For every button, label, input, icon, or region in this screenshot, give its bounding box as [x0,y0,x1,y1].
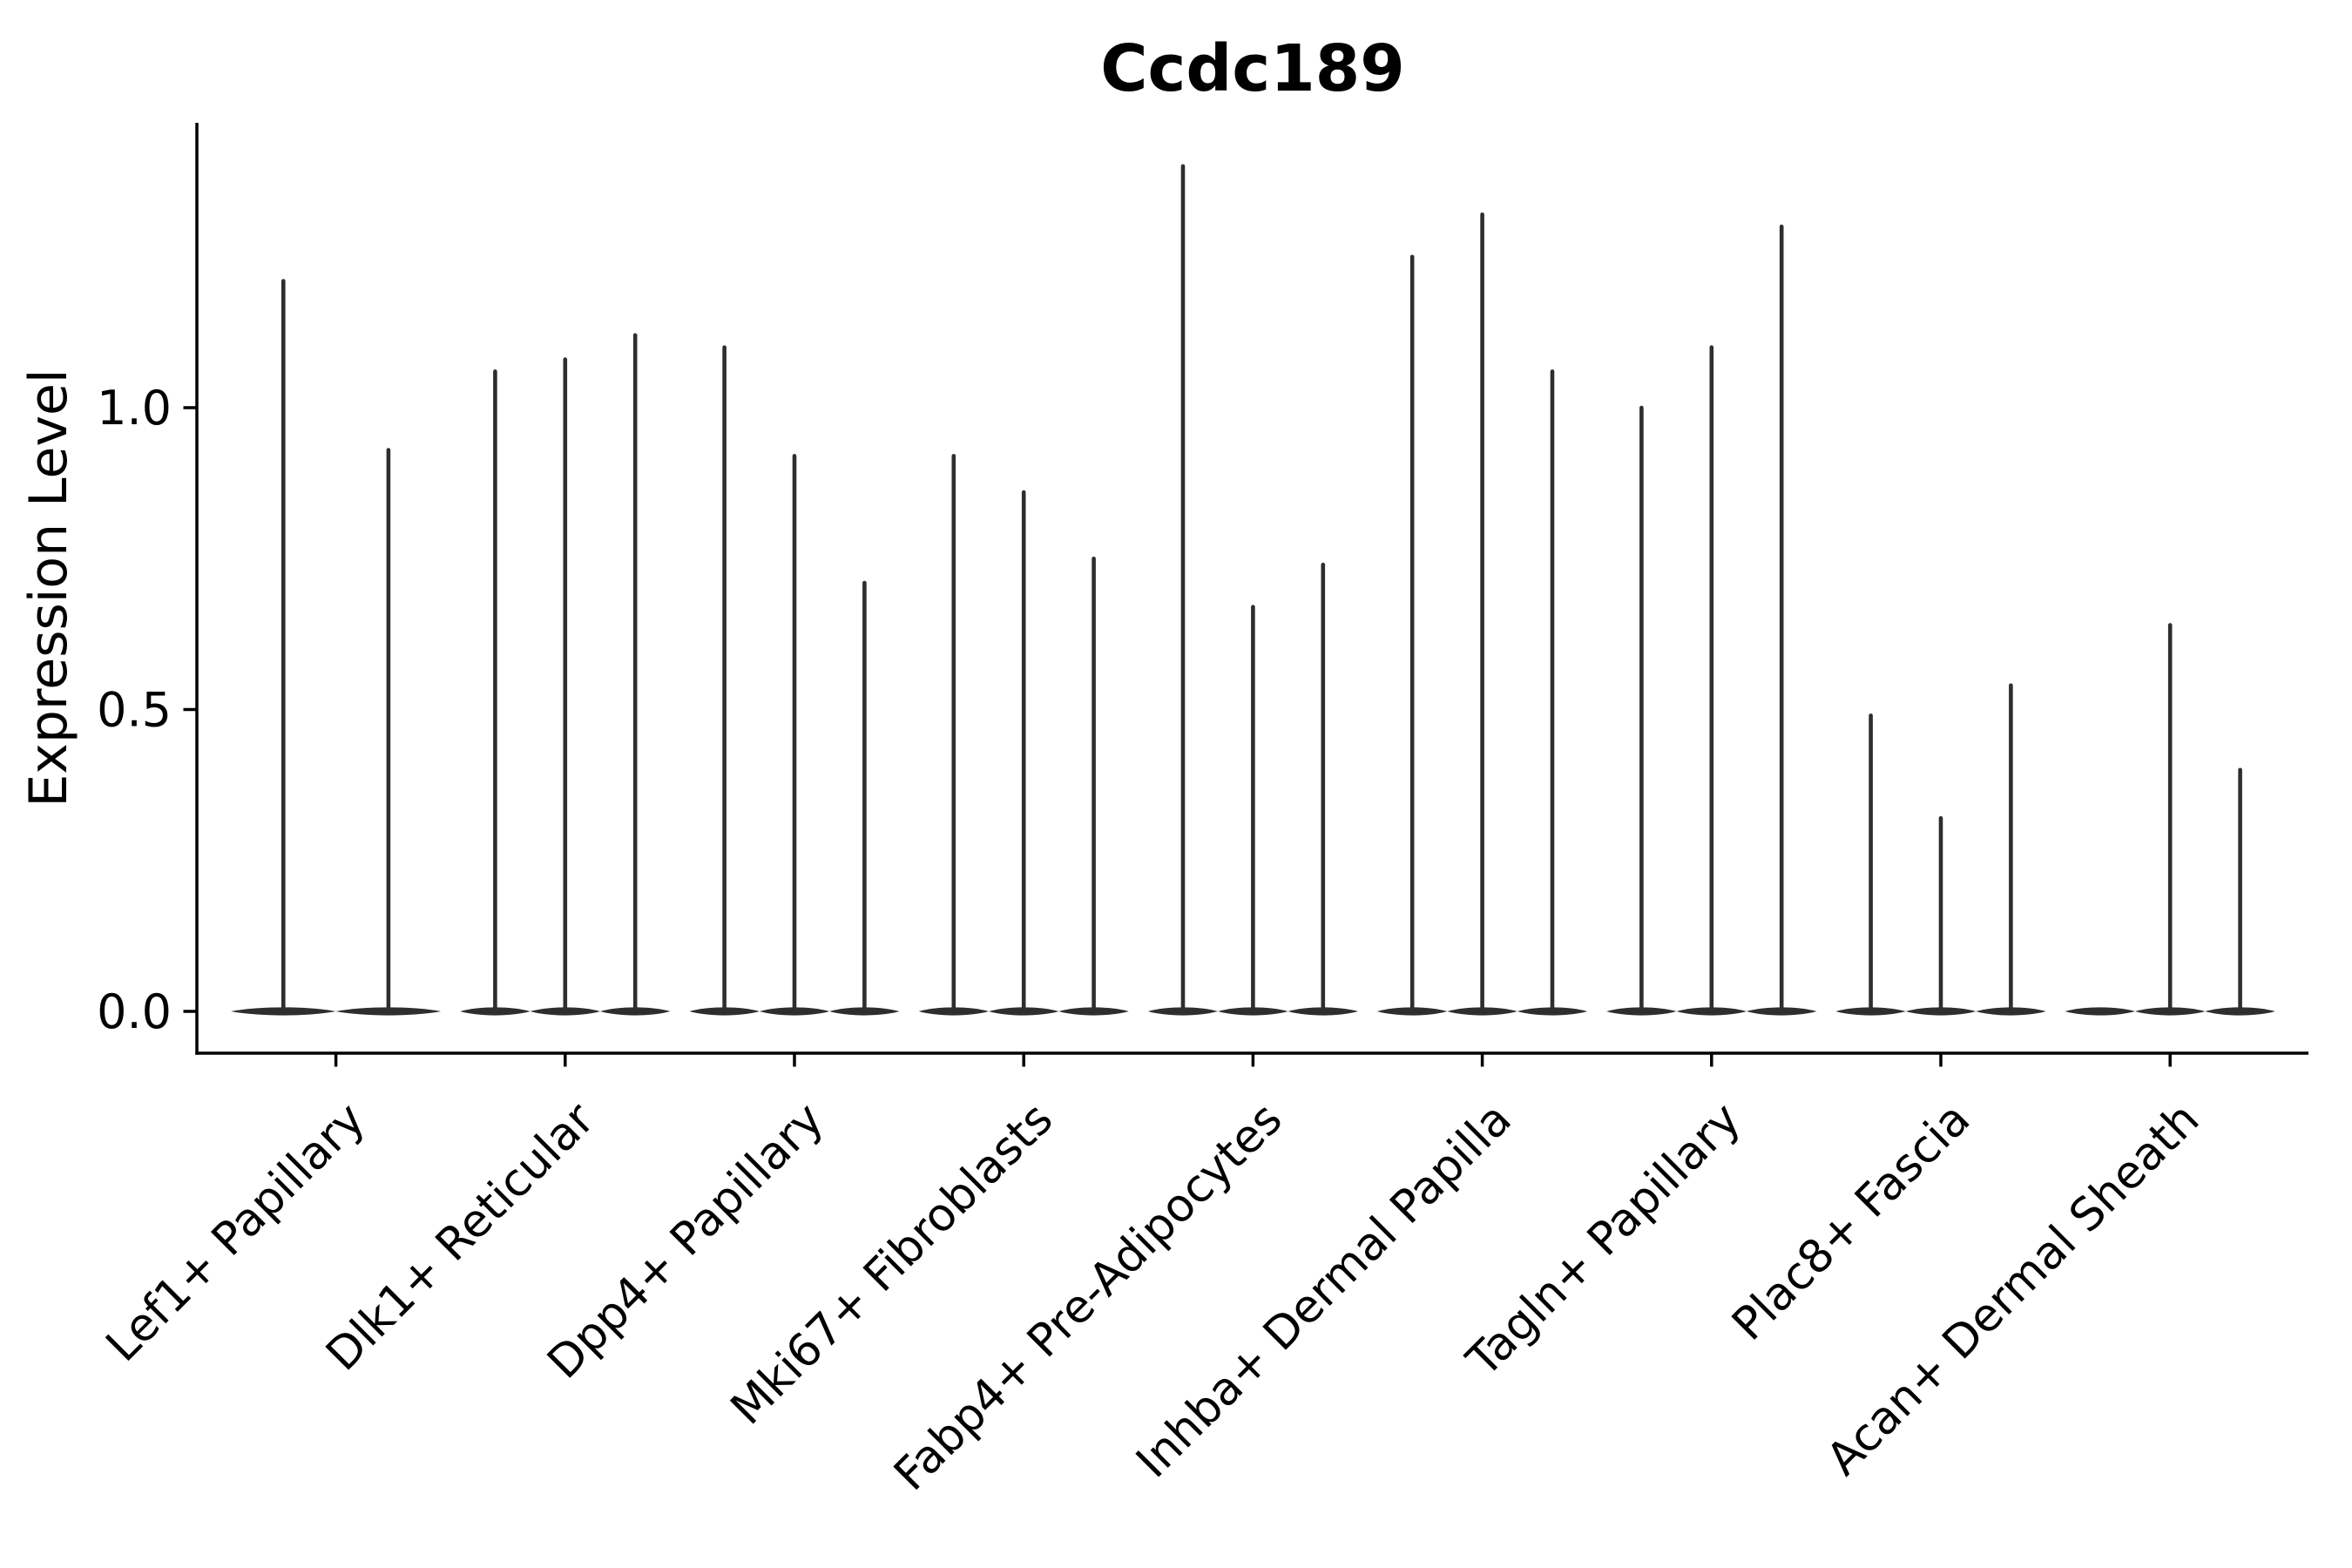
violin-body [2065,1007,2135,1016]
violins-layer [231,164,2275,1016]
x-tick-label: Inhba+ Dermal Papilla [1126,1093,1521,1488]
y-axis-label: Expression Level [18,368,79,807]
chart-title: Ccdc189 [1100,31,1404,106]
y-tick-label: 0.0 [97,984,172,1039]
x-tick-label: Acan+ Dermal Sheath [1817,1093,2210,1486]
y-tick-label: 1.0 [97,381,172,436]
y-tick-label: 0.5 [97,683,172,738]
x-tick-label: Fabp4+ Pre-Adipocytes [884,1093,1292,1501]
x-tick-label: Plac8+ Fascia [1722,1093,1980,1351]
